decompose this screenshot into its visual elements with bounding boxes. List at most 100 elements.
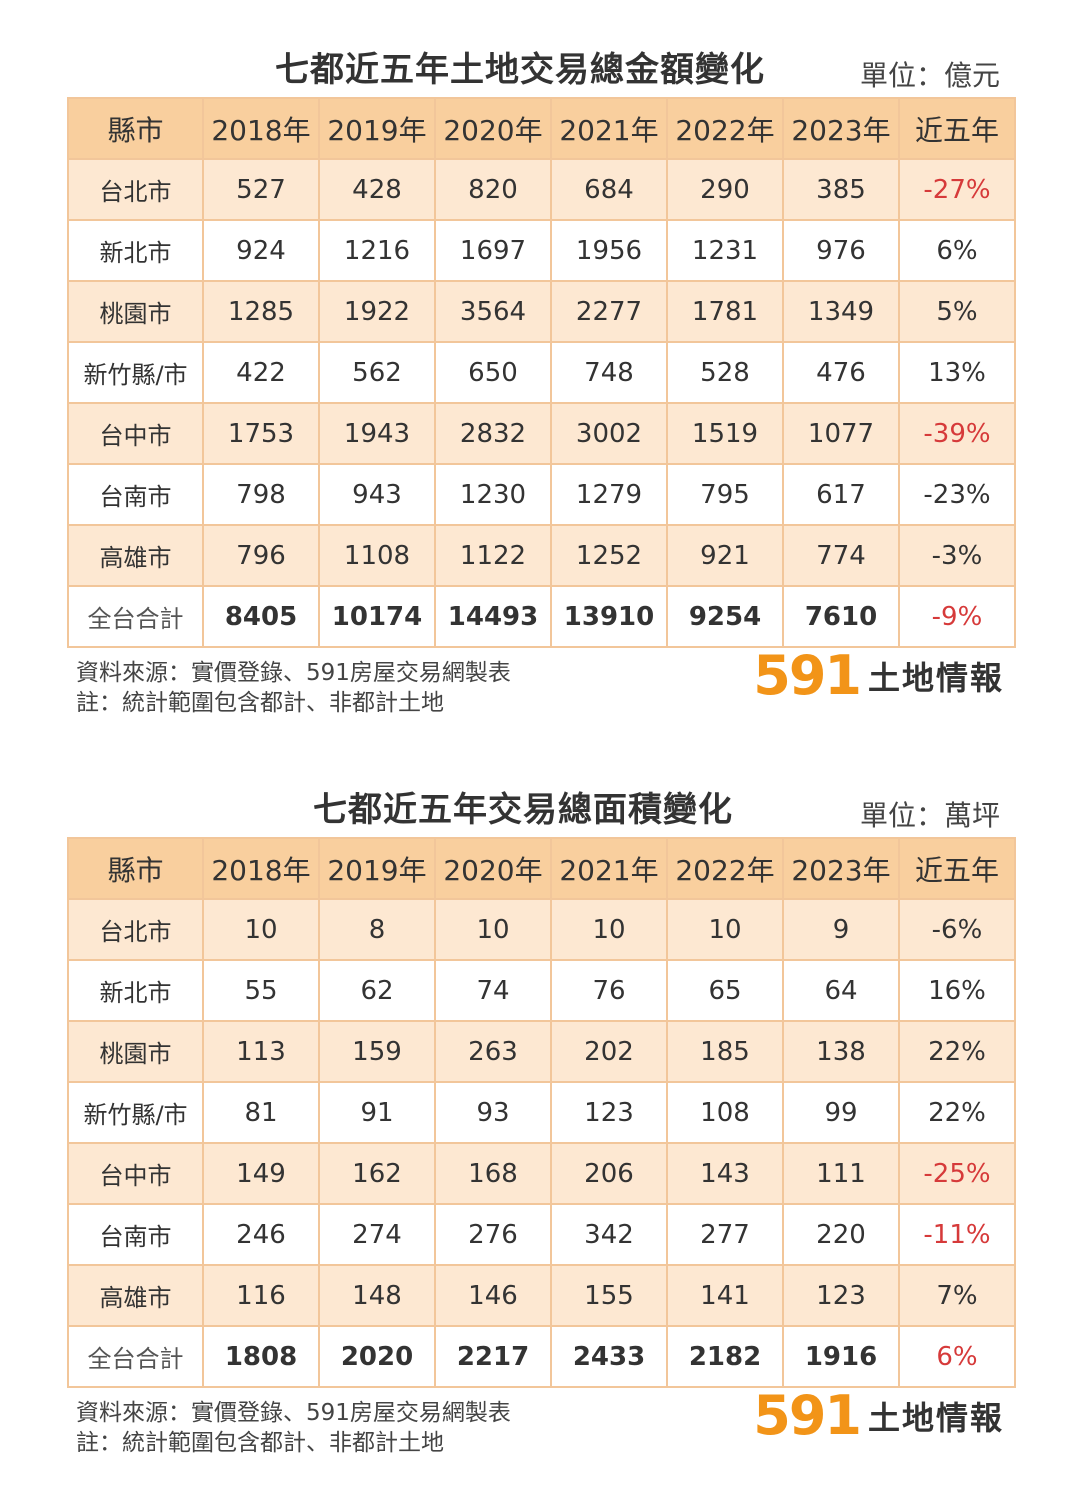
value-cell: 138	[782, 1020, 900, 1083]
value-cell: 1108	[318, 524, 436, 587]
total-value-cell: 2433	[550, 1325, 668, 1388]
value-cell: 111	[782, 1142, 900, 1205]
brand-text: 土地情報	[867, 1398, 1004, 1437]
value-cell: 113	[202, 1020, 320, 1083]
source-text: 資料來源：實價登錄、591房屋交易網製表	[76, 660, 511, 686]
value-cell: 3002	[550, 402, 668, 465]
change-cell: 22%	[898, 1020, 1016, 1083]
city-cell: 高雄市	[67, 1264, 204, 1327]
value-cell: 385	[782, 158, 900, 221]
value-cell: 774	[782, 524, 900, 587]
table-row: 台南市 246 274 276 342 277 220 -11%	[67, 1203, 1016, 1266]
value-cell: 277	[666, 1203, 784, 1266]
value-cell: 562	[318, 341, 436, 404]
value-cell: 1216	[318, 219, 436, 282]
column-header: 2022年	[666, 97, 784, 160]
value-cell: 1519	[666, 402, 784, 465]
title-row: 七都近五年土地交易總金額變化 單位：億元	[0, 50, 1080, 92]
value-cell: 116	[202, 1264, 320, 1327]
total-value-cell: 1916	[782, 1325, 900, 1388]
column-header: 近五年	[898, 97, 1016, 160]
value-cell: 1231	[666, 219, 784, 282]
value-cell: 202	[550, 1020, 668, 1083]
city-cell: 桃園市	[67, 280, 204, 343]
value-cell: 149	[202, 1142, 320, 1205]
total-value-cell: 7610	[782, 585, 900, 648]
change-cell: -11%	[898, 1203, 1016, 1266]
total-value-cell: 2217	[434, 1325, 552, 1388]
change-cell: -27%	[898, 158, 1016, 221]
brand-logo: 591 土地情報	[753, 1384, 1004, 1447]
brand-number: 591	[753, 644, 862, 707]
change-cell: 22%	[898, 1081, 1016, 1144]
value-cell: 123	[550, 1081, 668, 1144]
value-cell: 76	[550, 959, 668, 1022]
value-cell: 1077	[782, 402, 900, 465]
value-cell: 274	[318, 1203, 436, 1266]
total-value-cell: 8405	[202, 585, 320, 648]
table-row: 桃園市 1285 1922 3564 2277 1781 1349 5%	[67, 280, 1016, 343]
value-cell: 155	[550, 1264, 668, 1327]
column-header: 2021年	[550, 97, 668, 160]
change-cell: -25%	[898, 1142, 1016, 1205]
source-text: 資料來源：實價登錄、591房屋交易網製表	[76, 1400, 511, 1426]
value-cell: 10	[550, 898, 668, 961]
value-cell: 528	[666, 341, 784, 404]
value-cell: 65	[666, 959, 784, 1022]
value-cell: 290	[666, 158, 784, 221]
table-row: 新竹縣/市 81 91 93 123 108 99 22%	[67, 1081, 1016, 1144]
value-cell: 684	[550, 158, 668, 221]
value-cell: 2832	[434, 402, 552, 465]
change-cell: 16%	[898, 959, 1016, 1022]
value-cell: 921	[666, 524, 784, 587]
table-row: 新北市 924 1216 1697 1956 1231 976 6%	[67, 219, 1016, 282]
value-cell: 976	[782, 219, 900, 282]
value-cell: 795	[666, 463, 784, 526]
value-cell: 91	[318, 1081, 436, 1144]
table-header-row: 縣市 2018年 2019年 2020年 2021年 2022年 2023年 近五年	[67, 837, 1016, 900]
value-cell: 162	[318, 1142, 436, 1205]
total-value-cell: 13910	[550, 585, 668, 648]
value-cell: 10	[434, 898, 552, 961]
change-cell: 5%	[898, 280, 1016, 343]
total-label: 全台合計	[67, 585, 204, 648]
total-value-cell: 9254	[666, 585, 784, 648]
value-cell: 428	[318, 158, 436, 221]
value-cell: 476	[782, 341, 900, 404]
value-cell: 141	[666, 1264, 784, 1327]
value-cell: 55	[202, 959, 320, 1022]
column-header: 2021年	[550, 837, 668, 900]
value-cell: 943	[318, 463, 436, 526]
unit-label: 單位：萬坪	[859, 799, 1000, 832]
value-cell: 1279	[550, 463, 668, 526]
change-cell: -23%	[898, 463, 1016, 526]
city-cell: 桃園市	[67, 1020, 204, 1083]
city-cell: 台中市	[67, 402, 204, 465]
city-cell: 台中市	[67, 1142, 204, 1205]
column-header: 2018年	[202, 837, 320, 900]
value-cell: 146	[434, 1264, 552, 1327]
value-cell: 148	[318, 1264, 436, 1327]
value-cell: 796	[202, 524, 320, 587]
city-cell: 新北市	[67, 219, 204, 282]
table-row: 新竹縣/市 422 562 650 748 528 476 13%	[67, 341, 1016, 404]
total-row: 全台合計 8405 10174 14493 13910 9254 7610 -9%	[67, 585, 1016, 648]
value-cell: 159	[318, 1020, 436, 1083]
column-header: 2022年	[666, 837, 784, 900]
city-cell: 高雄市	[67, 524, 204, 587]
change-cell: 7%	[898, 1264, 1016, 1327]
brand-text: 土地情報	[867, 658, 1004, 697]
value-cell: 617	[782, 463, 900, 526]
table-row: 台北市 527 428 820 684 290 385 -27%	[67, 158, 1016, 221]
value-cell: 263	[434, 1020, 552, 1083]
table-section-area: 七都近五年交易總面積變化 單位：萬坪 縣市 2018年 2019年 2020年 2021…	[0, 790, 1080, 1456]
value-cell: 1230	[434, 463, 552, 526]
table-row: 新北市 55 62 74 76 65 64 16%	[67, 959, 1016, 1022]
column-header: 2020年	[434, 97, 552, 160]
city-cell: 新北市	[67, 959, 204, 1022]
city-cell: 新竹縣/市	[67, 341, 204, 404]
value-cell: 342	[550, 1203, 668, 1266]
value-cell: 9	[782, 898, 900, 961]
value-cell: 276	[434, 1203, 552, 1266]
total-value-cell: 2182	[666, 1325, 784, 1388]
